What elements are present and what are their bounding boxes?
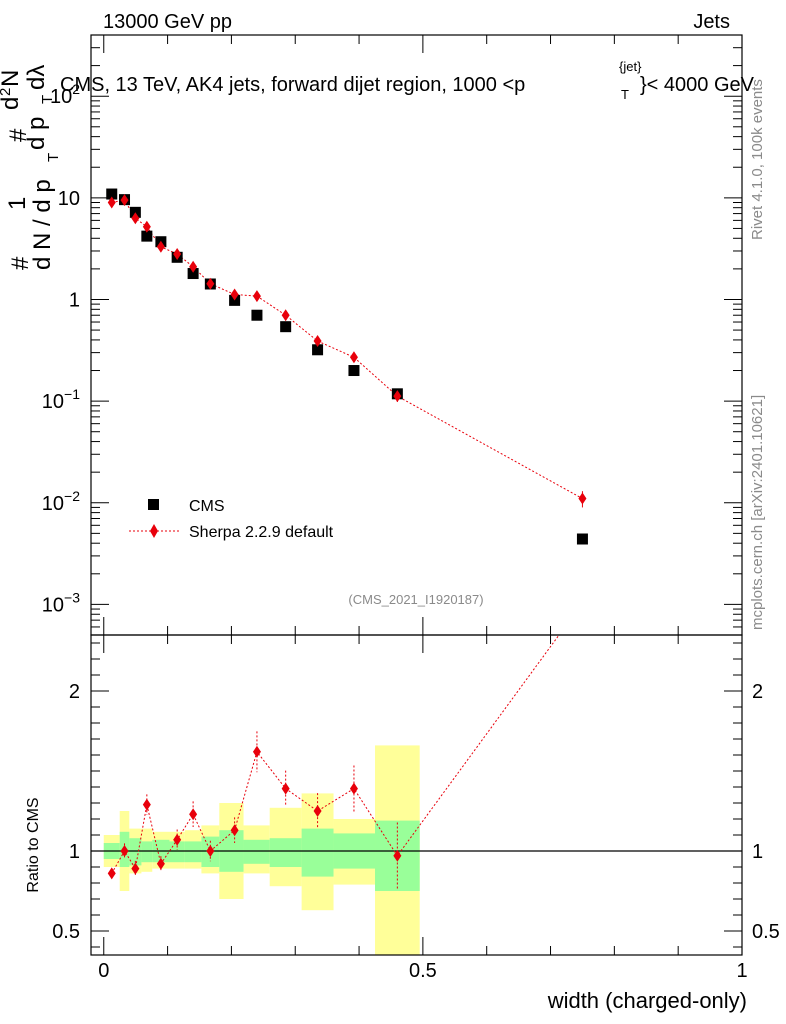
y-tick-label-ratio-right: 2 [752, 681, 763, 703]
y-tick-label-main: 10−2 [42, 488, 80, 515]
legend-marker-cms [148, 499, 159, 510]
header-left: 13000 GeV pp [103, 11, 232, 33]
ratio-frame [90, 634, 743, 956]
band-inner [169, 841, 185, 863]
y-tick-label-ratio-right: 1 [752, 841, 763, 863]
sherpa-point [313, 335, 322, 348]
ratio-point [313, 805, 322, 817]
ratio-clipped [107, 635, 560, 890]
sherpa-point [252, 290, 261, 303]
band-inner [269, 838, 302, 867]
plot-title: CMS, 13 TeV, AK4 jets, forward dijet reg… [60, 59, 755, 102]
ratio-point [206, 845, 215, 857]
sherpa-point [393, 390, 402, 403]
x-tick-label: 0.5 [409, 960, 437, 982]
cms-point [251, 309, 263, 321]
cms-point [312, 344, 324, 356]
ratio-point [393, 849, 402, 862]
ratio-point [252, 745, 261, 758]
y-tick-label-main: 10−3 [42, 589, 80, 616]
y-tick-label-main: 102 [50, 81, 80, 108]
header-right: Jets [693, 11, 730, 33]
y-tick-label-main: 10−1 [42, 386, 80, 413]
cms-point [141, 230, 153, 242]
ratio-point [349, 782, 358, 795]
ylabel-N: N [0, 70, 24, 87]
ratio-point [142, 798, 151, 811]
ratio-plot [107, 635, 560, 890]
ylabel-dl: dλ [23, 65, 50, 90]
y-tick-label-ratio: 1 [69, 841, 80, 863]
sherpa-point [120, 194, 129, 207]
ratio-point [230, 824, 239, 837]
ratio-point [189, 808, 198, 821]
y-tick-label-ratio-right: 0.5 [752, 921, 780, 943]
ylabel-two: 2 [0, 88, 14, 96]
ratio-point [120, 845, 129, 857]
sherpa-point [206, 277, 215, 290]
analysis-watermark: (CMS_2021_I1920187) [348, 592, 483, 607]
ylabel-d: d [0, 97, 24, 110]
sherpa-point [142, 220, 151, 233]
ylabel-dp: d p [23, 117, 50, 150]
title-sup: {jet} [619, 59, 642, 74]
ylabel-hash: # [7, 256, 34, 270]
cms-point [576, 533, 588, 545]
cms-point [187, 268, 199, 280]
y-tick-label-ratio: 2 [69, 681, 80, 703]
y-tick-label-main: 1 [69, 289, 80, 311]
x-tick-label: 0 [98, 960, 109, 982]
ylabel-one: 1 [4, 197, 31, 210]
y-axis-label-main: # d N / d p T 1 # d p T d 2 N dλ [0, 65, 62, 270]
main-plot [106, 188, 588, 545]
band-inner [184, 841, 202, 863]
x-axis-label: width (charged-only) [547, 988, 747, 1013]
y-tick-label-main: 10 [58, 188, 80, 210]
band-inner [301, 828, 334, 877]
ylabel-T2: T [39, 95, 56, 104]
ratio-bands [91, 745, 742, 955]
legend: CMS Sherpa 2.2.9 default [129, 498, 334, 541]
band-inner [129, 838, 142, 866]
ratio-point [107, 867, 116, 880]
ratio-point [131, 862, 140, 875]
legend-marker-sherpa [150, 524, 158, 538]
ratio-point [173, 833, 182, 846]
legend-label-sherpa: Sherpa 2.2.9 default [189, 524, 334, 541]
sherpa-point [349, 351, 358, 364]
title-main: CMS, 13 TeV, AK4 jets, forward dijet reg… [60, 74, 525, 96]
ylabel-hash2: # [5, 128, 32, 142]
rivet-label: Rivet 4.1.0, 100k events [749, 79, 766, 240]
title-sub: T [621, 87, 629, 102]
band-inner [243, 839, 270, 864]
sherpa-point [281, 309, 290, 322]
ylabel-dN: d N / d p [29, 179, 56, 270]
x-tick-label: 1 [736, 960, 747, 982]
sherpa-point [189, 260, 198, 273]
main-frame [90, 34, 743, 636]
ratio-point [281, 782, 290, 795]
sherpa-point [156, 240, 165, 253]
sherpa-point [578, 492, 587, 505]
mcplots-label: mcplots.cern.ch [arXiv:2401.10621] [749, 395, 766, 630]
y-axis-label-ratio: Ratio to CMS [25, 797, 42, 892]
band-inner [141, 841, 153, 863]
sherpa-point [107, 196, 116, 209]
cms-point [106, 188, 118, 200]
sherpa-point [173, 248, 182, 261]
ylabel-T: T [45, 153, 62, 162]
ratio-point [156, 857, 165, 870]
sherpa-point [131, 212, 140, 225]
y-tick-label-ratio: 0.5 [52, 921, 80, 943]
sherpa-point [230, 288, 239, 301]
sherpa-line [111, 199, 583, 499]
cms-point [348, 365, 360, 377]
title-end: }< 4000 GeV [640, 74, 755, 96]
cms-point [280, 321, 292, 333]
legend-label-cms: CMS [189, 498, 225, 515]
